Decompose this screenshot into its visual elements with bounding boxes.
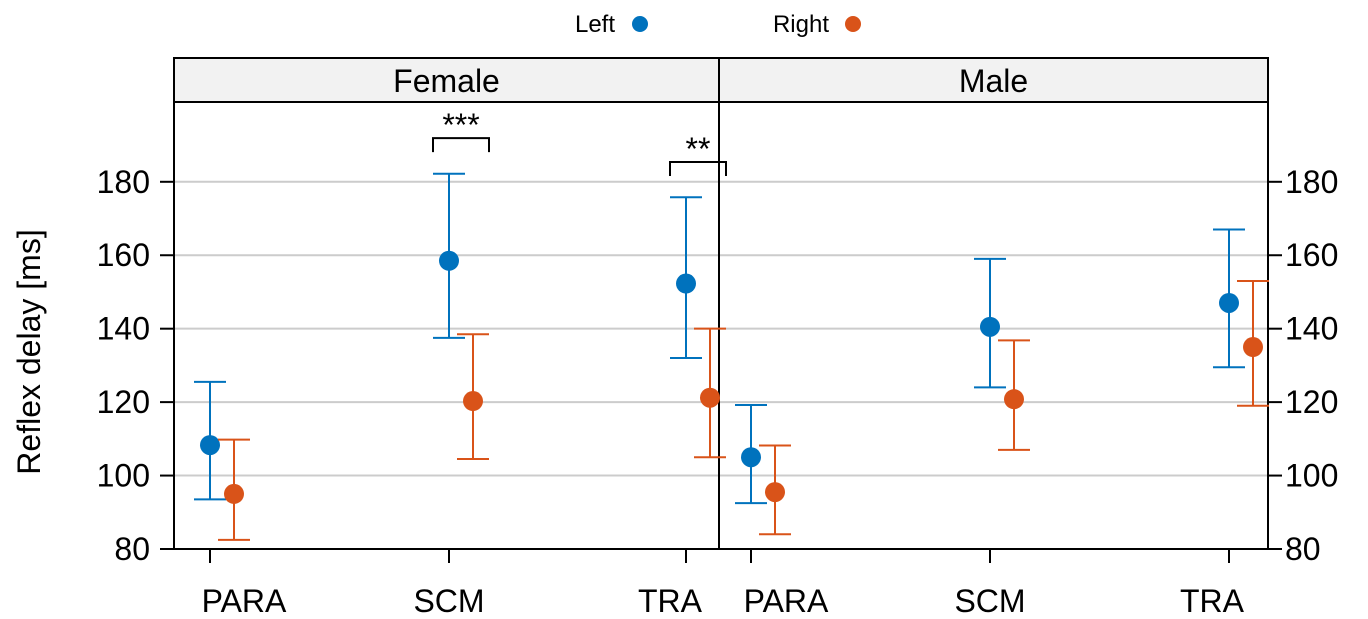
significance-label: ***	[442, 107, 479, 143]
data-point	[1219, 292, 1239, 313]
data-point	[439, 250, 459, 271]
significance-marks: *****	[432, 107, 727, 176]
data-point	[741, 447, 761, 468]
y-tick-label-left: 160	[97, 237, 150, 273]
error-bar-point	[735, 404, 767, 505]
y-tick-label-left: 140	[97, 311, 150, 347]
significance-marker: ***	[432, 107, 490, 153]
y-axis-right: 80 100 120 140 160 180	[1267, 164, 1338, 567]
data-point	[1243, 337, 1263, 358]
y-axis-label: Reflex delay [ms]	[11, 229, 47, 474]
x-tick-label: TRA	[1180, 583, 1245, 619]
y-axis-label-group: Reflex delay [ms]	[11, 229, 47, 474]
significance-marker: **	[669, 131, 727, 176]
error-bar-point	[1213, 228, 1245, 369]
y-tick-label-left: 120	[97, 384, 150, 420]
y-tick-label-left: 80	[114, 531, 150, 567]
data-point	[765, 482, 785, 503]
data-point	[224, 483, 244, 504]
data-point	[1004, 389, 1024, 410]
significance-label: **	[686, 131, 711, 167]
strip-label-male: Male	[959, 63, 1028, 99]
significance-bracket	[669, 160, 727, 176]
data-point	[980, 316, 1000, 337]
error-bar-point	[670, 196, 702, 360]
legend-label-right: Right	[773, 11, 829, 38]
y-tick-label-right: 180	[1285, 164, 1338, 200]
error-bar-point	[694, 327, 726, 459]
legend: Left Right	[575, 11, 861, 38]
error-bar-point	[759, 444, 791, 536]
significance-bracket	[432, 137, 490, 153]
error-bar-point	[433, 172, 465, 339]
y-tick-label-right: 160	[1285, 237, 1338, 273]
strip-label-female: Female	[393, 63, 500, 99]
error-bar-point	[194, 380, 226, 501]
x-tick-label: PARA	[744, 583, 829, 619]
y-tick-label-left: 180	[97, 164, 150, 200]
error-bar-point	[998, 339, 1030, 451]
data-marks	[194, 172, 1269, 541]
error-bar-point	[974, 257, 1006, 389]
y-tick-label-right: 140	[1285, 311, 1338, 347]
panel-male: Male	[718, 57, 1269, 550]
y-tick-label-right: 100	[1285, 458, 1338, 494]
y-tick-label-right: 120	[1285, 384, 1338, 420]
legend-marker-right	[845, 16, 861, 32]
data-point	[463, 391, 483, 412]
x-tick-label: TRA	[638, 583, 703, 619]
x-axis: PARA SCM TRA PARA SCM TRA	[202, 549, 1245, 619]
data-point	[700, 387, 720, 408]
legend-label-left: Left	[575, 11, 615, 38]
x-tick-label: SCM	[954, 583, 1025, 619]
y-axis-left: 80 100 120 140 160 180	[97, 164, 175, 567]
data-point	[200, 435, 220, 456]
y-tick-label-right: 80	[1285, 531, 1321, 567]
error-bar-point	[457, 333, 489, 461]
panel-frame-female	[173, 101, 720, 550]
legend-marker-left	[632, 16, 648, 32]
y-tick-label-left: 100	[97, 458, 150, 494]
error-bar-point	[1237, 279, 1269, 407]
x-tick-label: PARA	[202, 583, 287, 619]
x-tick-label: SCM	[413, 583, 484, 619]
data-point	[676, 273, 696, 294]
error-bar-point	[218, 438, 250, 541]
